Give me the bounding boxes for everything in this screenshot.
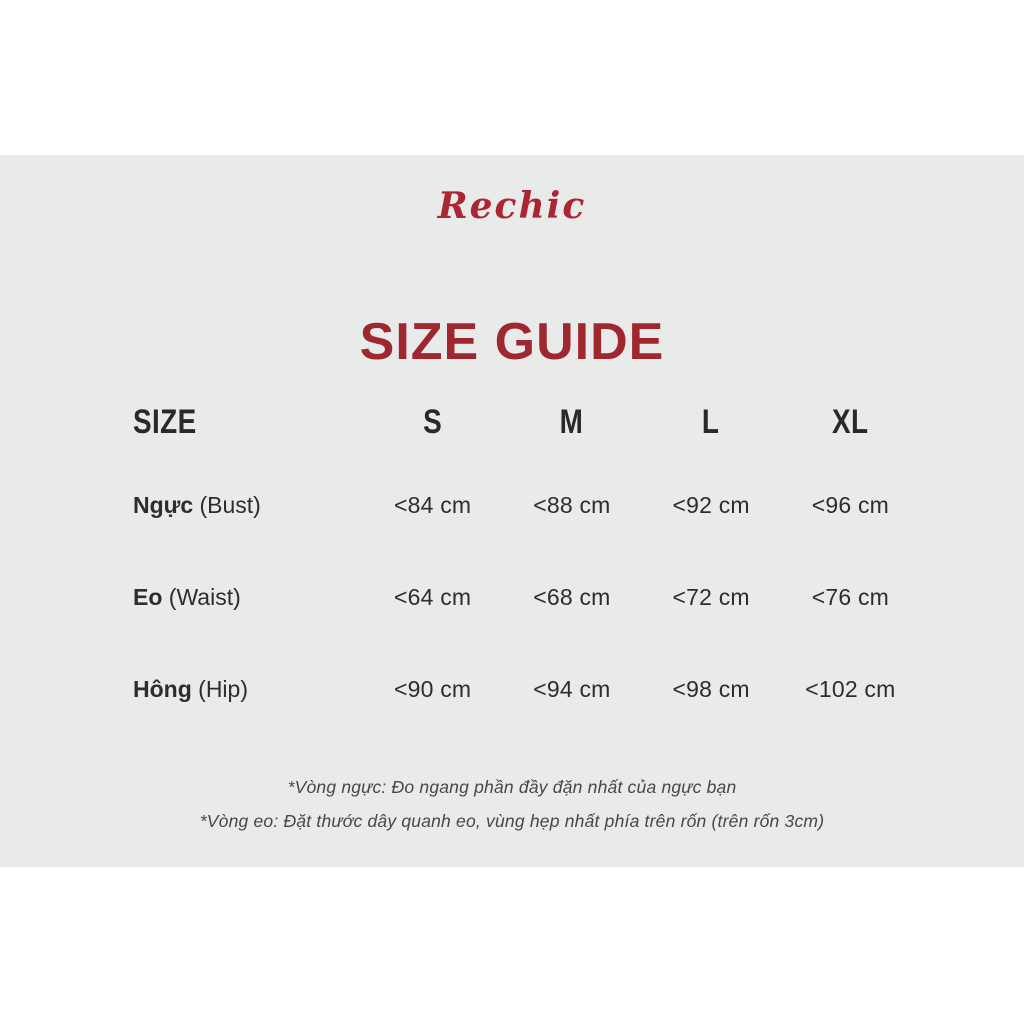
footnotes: *Vòng ngực: Đo ngang phần đầy đặn nhất c… [0,770,1024,838]
table-row-waist: Eo (Waist) <64 cm <68 cm <72 cm <76 cm [0,551,1024,643]
col-header-l-label: L [702,402,720,441]
col-header-l: L [642,403,781,442]
waist-value-s: <64 cm [393,583,472,610]
measurement-label-waist-en: (Waist) [168,583,241,610]
waist-value-l: <72 cm [672,583,750,610]
col-header-s: S [363,403,502,442]
col-header-m: M [502,403,641,442]
measurement-label-bust-vi: Ngực [133,491,194,518]
footnote-waist: *Vòng eo: Đặt thước dây quanh eo, vùng h… [199,811,825,831]
col-header-xl: XL [781,403,920,442]
measurement-label-hip: Hông (Hip) [133,676,363,703]
hip-value-m: <94 cm [533,675,611,702]
waist-value-xl: <76 cm [811,583,889,610]
measurement-label-bust: Ngực (Bust) [133,492,363,519]
size-guide-title: SIZE GUIDE [359,312,665,371]
bust-value-s: <84 cm [393,491,472,518]
bust-value-m: <88 cm [533,491,611,518]
measurement-label-hip-en: (Hip) [198,675,248,702]
col-header-s-label: S [423,402,443,441]
size-table: SIZE S M L XL Ngực (Bust) [0,395,1024,735]
bust-value-l: <92 cm [672,491,750,518]
col-header-m-label: M [560,402,584,441]
table-row-hip: Hông (Hip) <90 cm <94 cm <98 cm <102 cm [0,643,1024,735]
waist-value-m: <68 cm [533,583,611,610]
header-size-label: SIZE [133,402,197,441]
measurement-label-waist: Eo (Waist) [133,584,363,611]
measurement-label-hip-vi: Hông [133,675,192,702]
hip-value-xl: <102 cm [805,675,896,702]
col-header-xl-label: XL [832,402,869,441]
brand-logo: Rechic [437,185,587,227]
size-table-header: SIZE S M L XL [0,395,1024,449]
hip-value-s: <90 cm [393,675,472,702]
measurement-label-waist-vi: Eo [133,583,163,610]
measurement-label-bust-en: (Bust) [199,491,261,518]
content-panel: Rechic SIZE GUIDE SIZE S M L XL [0,155,1024,867]
bust-value-xl: <96 cm [811,491,889,518]
header-size-label-cell: SIZE [133,403,363,442]
hip-value-l: <98 cm [672,675,750,702]
footnote-bust: *Vòng ngực: Đo ngang phần đầy đặn nhất c… [287,777,737,797]
table-row-bust: Ngực (Bust) <84 cm <88 cm <92 cm <96 cm [0,459,1024,551]
